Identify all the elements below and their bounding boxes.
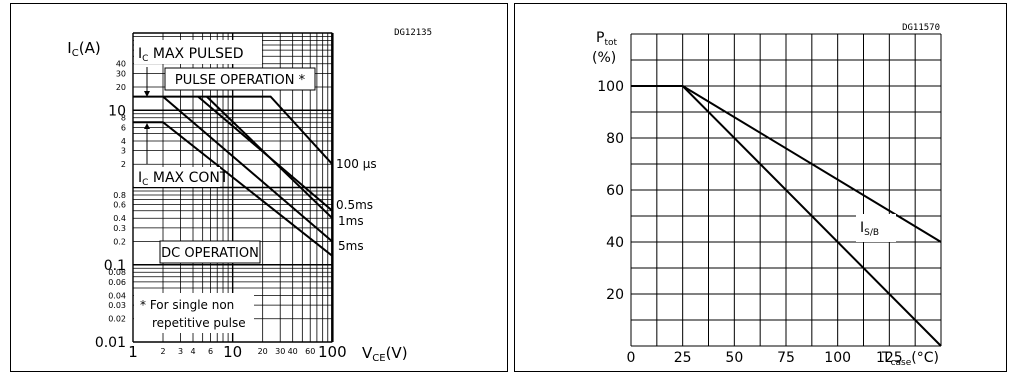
derating-x-tick-label: 100 [824,350,851,366]
isb-label-background [856,214,896,242]
soa-y-tick-label: 0.01 [95,335,126,351]
soa-tick-labels: 0.01 0.1 10 0.02 0.030.04 0.060.08 0.2 0.30.4 0.… [95,60,347,361]
derating-chart: 20 40 60 80 100 0 25 50 75 100 125 DG11570 Ptot (%… [592,23,942,368]
ic-max-cont-box [134,167,220,187]
soa-series-line-2 [206,95,333,219]
soa-y-tick-label: 40 [116,60,126,69]
derating-series [631,85,942,347]
soa-y-tick-label: 0.6 [113,201,126,210]
dc-operation-box [159,240,261,264]
derating-y-tick-label: 20 [606,287,624,303]
soa-x-tick-label: 6 [208,347,213,356]
soa-y-tick-label: 0.08 [108,268,126,277]
derating-x-axis-label: Tcase(°C) [881,350,939,368]
pulse-operation-label: PULSE OPERATION * [175,73,306,88]
soa-series-line-4 [133,121,333,257]
derating-tick-labels: 20 40 60 80 100 0 25 50 75 100 125 [597,79,902,366]
footnote-line-1: * For single non [140,298,234,312]
isb-series-label: IS/B [860,220,879,238]
derating-y-tick-label: 80 [606,131,624,147]
soa-series [133,95,334,257]
derating-x-tick-label: 25 [674,350,692,366]
soa-y-tick-label: 0.4 [113,214,126,223]
derating-y-axis-unit: (%) [592,50,616,66]
ic-max-cont-arrow [144,123,150,164]
ic-max-pulsed-arrow [144,67,150,97]
soa-x-axis-label: VCE(V) [362,344,408,364]
soa-x-tick-label: 100 [318,343,347,361]
soa-y-tick-label: 3 [121,147,126,156]
derating-figure-code: DG11570 [902,23,940,33]
curve-label-100us: 100 μs [336,157,377,171]
curve-label-5ms: 5ms [338,239,364,253]
derating-x-tick-label: 0 [627,350,636,366]
soa-y-axis-label: IC(A) [67,39,100,59]
soa-y-tick-label: 0.1 [104,258,126,274]
curve-label-0-5ms: 0.5ms [336,198,373,212]
soa-y-tick-label: 0.04 [108,291,126,300]
derating-x-tick-label: 75 [777,350,795,366]
derating-series-line-1 [682,85,942,243]
soa-x-tick-label: 40 [288,347,298,356]
soa-y-tick-label: 0.02 [108,315,126,324]
soa-y-tick-label: 30 [116,69,126,78]
curve-label-background [334,152,372,260]
derating-y-axis-label: Ptot [596,30,617,48]
derating-x-tick-label: 50 [725,350,743,366]
ic-max-cont-label: IC MAX CONT [138,170,229,188]
footnote-box [134,293,254,333]
dc-operation-label: DC OPERATION [161,246,259,261]
soa-figure-code: DG12135 [394,28,432,38]
soa-y-tick-label: 10 [108,103,126,119]
derating-y-tick-label: 100 [597,79,624,95]
soa-y-tick-label: 0.2 [113,237,126,246]
soa-y-tick-label: 0.3 [113,224,126,233]
soa-y-tick-label: 0.03 [108,301,126,310]
soa-y-tick-label: 6 [121,123,126,132]
soa-y-tick-label: 4 [121,137,126,146]
soa-y-tick-label: 0.8 [113,191,126,200]
derating-y-tick-label: 40 [606,235,624,251]
derating-x-tick-label: 125 [876,350,903,366]
soa-x-tick-label: 30 [275,347,285,356]
derating-y-tick-label: 60 [606,183,624,199]
soa-x-tick-label: 2 [160,347,165,356]
ic-max-pulsed-box [134,40,262,64]
pulse-operation-box [164,67,316,91]
soa-x-tick-label: 20 [258,347,268,356]
soa-y-tick-label: 20 [116,83,126,92]
soa-x-tick-label: 1 [128,343,138,361]
soa-series-line-3 [162,95,333,243]
footnote-line-2: repetitive pulse [152,316,246,330]
soa-x-tick-label: 60 [305,347,315,356]
soa-y-tick-label: 0.06 [108,278,126,287]
soa-x-tick-label: 10 [223,343,242,361]
soa-chart: 0.01 0.1 10 0.02 0.030.04 0.060.08 0.2 0.30.4 0.… [67,28,432,364]
soa-x-tick-label: 3 [178,347,183,356]
soa-y-tick-label: 8 [121,114,126,123]
soa-y-tick-label: 2 [121,160,126,169]
soa-series-line-0 [133,95,334,165]
soa-x-tick-label: 4 [190,347,195,356]
curve-label-1ms: 1ms [338,214,364,228]
ic-max-pulsed-label: IC MAX PULSED [138,46,244,64]
